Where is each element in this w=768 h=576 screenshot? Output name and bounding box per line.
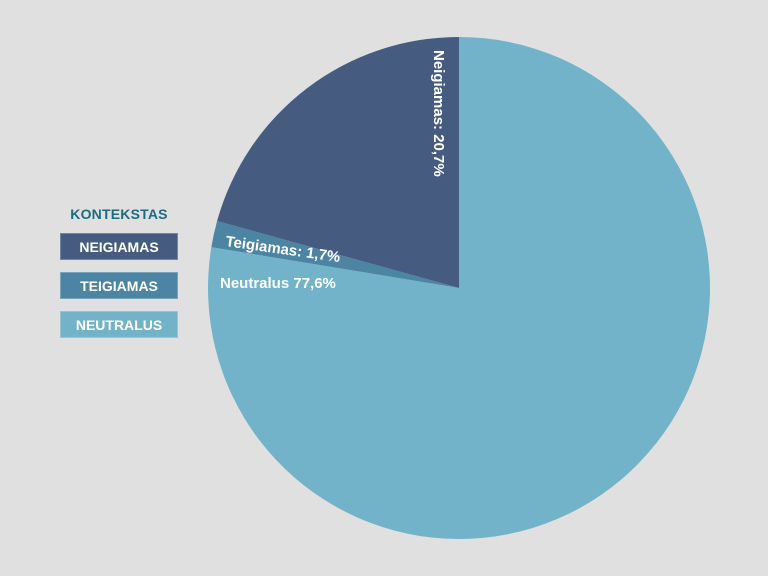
pie-slice-teigiamas (211, 221, 459, 288)
legend-item-teigiamas: TEIGIAMAS (60, 272, 178, 299)
legend-item-neigiamas: NEIGIAMAS (60, 233, 178, 260)
slice-label-neutralus: Neutralus 77,6% (220, 275, 336, 292)
legend-item-neutralus: NEUTRALUS (60, 311, 178, 338)
slice-label-neigiamas: Neigiamas: 20,7% (430, 50, 447, 177)
pie-slice-neigiamas (217, 37, 459, 288)
legend-title: KONTEKSTAS (70, 206, 168, 222)
legend: KONTEKSTAS NEIGIAMAS TEIGIAMAS NEUTRALUS (60, 206, 178, 350)
